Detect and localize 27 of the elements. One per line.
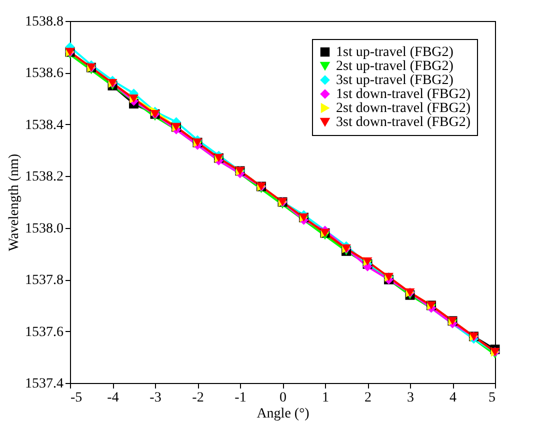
x-tick-label: -4 (107, 390, 119, 406)
y-tick-label: 1537.6 (25, 324, 64, 340)
legend-label: 2st up-travel (FBG2) (336, 59, 454, 74)
x-tick-label: 3 (407, 390, 414, 406)
legend-label: 1st down-travel (FBG2) (336, 87, 471, 102)
x-tick-label: 4 (450, 390, 456, 406)
legend-label: 1st up-travel (FBG2) (336, 45, 454, 60)
x-tick-label: 1 (322, 390, 329, 406)
y-tick-label: 1538.4 (25, 118, 64, 133)
y-tick-label: 1538.0 (25, 221, 64, 236)
y-tick-label: 1538.8 (25, 14, 64, 30)
y-axis-title: Wavelength (nm) (7, 154, 22, 252)
x-tick-label: -2 (192, 390, 204, 406)
x-tick-label: -5 (70, 390, 82, 406)
x-tick-label: -3 (150, 390, 162, 406)
x-tick-label: 0 (280, 390, 286, 406)
legend-label: 3st up-travel (FBG2) (336, 73, 454, 88)
legend-label: 3st down-travel (FBG2) (336, 115, 471, 130)
x-tick-label: -1 (234, 390, 246, 406)
y-tick-label: 1537.8 (25, 273, 64, 288)
legend-label: 2st down-travel (FBG2) (336, 101, 471, 116)
y-tick-label: 1538.6 (25, 66, 64, 82)
y-tick-label: 1538.2 (25, 170, 64, 185)
x-tick-label: 5 (488, 390, 496, 406)
x-tick-label: 2 (364, 390, 372, 406)
y-tick-label: 1537.4 (25, 376, 64, 392)
x-axis-title: Angle (°) (256, 406, 310, 421)
